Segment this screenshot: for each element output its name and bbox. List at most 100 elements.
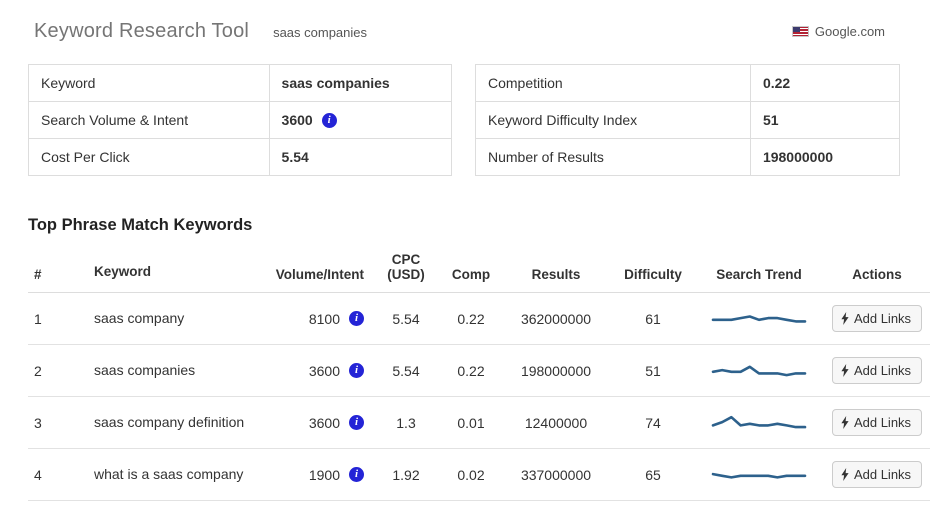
summary-label: Search Volume & Intent — [29, 102, 270, 138]
summary-tables: Keyword saas companies Search Volume & I… — [28, 64, 930, 176]
comp-cell: 0.22 — [457, 310, 485, 327]
table-row: 3 saas company definition 3600 i 1.3 0.0… — [28, 397, 930, 449]
add-links-button[interactable]: Add Links — [831, 409, 923, 436]
summary-row-keyword: Keyword saas companies — [29, 65, 451, 102]
keyword-research-page: Keyword Research Tool saas companies Goo… — [28, 20, 930, 501]
summary-table-right: Competition 0.22 Keyword Difficulty Inde… — [475, 64, 900, 176]
keywords-table-body: 1 saas company 8100 i 5.54 0.22 36200000… — [28, 293, 930, 501]
us-flag-icon — [791, 26, 809, 37]
summary-row-difficulty: Keyword Difficulty Index 51 — [476, 102, 899, 139]
volume-value: 3600 — [308, 362, 340, 379]
info-icon[interactable]: i — [349, 363, 364, 378]
current-query: saas companies — [273, 25, 368, 40]
cpc-cell: 5.54 — [392, 362, 420, 379]
summary-label: Keyword Difficulty Index — [476, 102, 751, 138]
difficulty-cell: 51 — [645, 362, 661, 379]
search-trend-sparkline — [709, 411, 809, 435]
table-row: 4 what is a saas company 1900 i 1.92 0.0… — [28, 449, 930, 501]
lightning-icon — [841, 416, 849, 429]
keyword-cell: what is a saas company — [94, 466, 244, 482]
results-cell: 198000000 — [520, 362, 592, 379]
keyword-cell: saas company — [94, 310, 185, 326]
actions-cell: Add Links — [824, 408, 930, 437]
titlebar: Keyword Research Tool saas companies Goo… — [28, 20, 930, 43]
col-header-difficulty: Difficulty — [624, 267, 682, 282]
info-icon[interactable]: i — [349, 467, 364, 482]
summary-label: Cost Per Click — [29, 139, 270, 175]
add-links-label: Add Links — [853, 363, 912, 378]
row-number: 3 — [34, 414, 42, 431]
table-row: 2 saas companies 3600 i 5.54 0.22 198000… — [28, 345, 930, 397]
keywords-table: # Keyword Volume/Intent CPC (USD) Comp R… — [28, 251, 930, 501]
search-trend-cell — [694, 306, 824, 332]
col-header-search-trend: Search Trend — [716, 267, 802, 282]
summary-value: 5.54 — [281, 149, 309, 165]
row-number: 2 — [34, 362, 42, 379]
cpc-cell: 1.3 — [396, 414, 416, 431]
info-icon[interactable]: i — [349, 415, 364, 430]
search-trend-cell — [694, 410, 824, 436]
difficulty-cell: 65 — [645, 466, 661, 483]
volume-cell: 3600 i — [270, 362, 370, 380]
summary-value: 0.22 — [762, 75, 791, 91]
col-header-results: Results — [531, 267, 581, 282]
add-links-label: Add Links — [853, 467, 912, 482]
results-cell: 362000000 — [520, 310, 592, 327]
summary-row-volume: Search Volume & Intent 3600 i — [29, 102, 451, 139]
keyword-cell: saas companies — [94, 362, 196, 378]
difficulty-cell: 61 — [645, 310, 661, 327]
add-links-button[interactable]: Add Links — [831, 461, 923, 488]
add-links-button[interactable]: Add Links — [831, 305, 923, 332]
results-cell: 12400000 — [524, 414, 588, 431]
col-header-cpc: CPC (USD) — [387, 252, 425, 282]
actions-cell: Add Links — [824, 460, 930, 489]
comp-cell: 0.01 — [457, 414, 485, 431]
col-header-comp: Comp — [451, 267, 491, 282]
volume-cell: 1900 i — [270, 466, 370, 484]
info-icon[interactable]: i — [349, 311, 364, 326]
difficulty-cell: 74 — [645, 414, 661, 431]
search-trend-sparkline — [709, 359, 809, 383]
volume-value: 8100 — [308, 310, 340, 327]
lightning-icon — [841, 468, 849, 481]
summary-value: 3600 i — [270, 102, 451, 138]
keyword-cell: saas company definition — [94, 414, 245, 430]
page-title: Keyword Research Tool — [34, 20, 250, 42]
add-links-button[interactable]: Add Links — [831, 357, 923, 384]
keywords-table-header: # Keyword Volume/Intent CPC (USD) Comp R… — [28, 251, 930, 293]
cpc-cell: 5.54 — [392, 310, 420, 327]
col-header-num: # — [34, 267, 42, 282]
actions-cell: Add Links — [824, 356, 930, 385]
search-trend-cell — [694, 358, 824, 384]
actions-cell: Add Links — [824, 304, 930, 333]
comp-cell: 0.02 — [457, 466, 485, 483]
volume-value: 3600 — [281, 112, 313, 128]
volume-value: 1900 — [308, 466, 340, 483]
volume-value: 3600 — [308, 414, 340, 431]
region-label: Google.com — [814, 24, 885, 39]
summary-row-competition: Competition 0.22 — [476, 65, 899, 102]
col-header-actions: Actions — [852, 267, 902, 282]
col-header-volume: Volume/Intent — [275, 267, 364, 282]
row-number: 4 — [34, 466, 42, 483]
summary-table-left: Keyword saas companies Search Volume & I… — [28, 64, 452, 176]
volume-cell: 3600 i — [270, 414, 370, 432]
lightning-icon — [841, 364, 849, 377]
cpc-cell: 1.92 — [392, 466, 420, 483]
add-links-label: Add Links — [853, 415, 912, 430]
table-row: 1 saas company 8100 i 5.54 0.22 36200000… — [28, 293, 930, 345]
comp-cell: 0.22 — [457, 362, 485, 379]
summary-label: Number of Results — [476, 139, 751, 175]
volume-cell: 8100 i — [270, 310, 370, 328]
results-cell: 337000000 — [520, 466, 592, 483]
summary-value: 51 — [762, 112, 779, 128]
summary-row-results: Number of Results 198000000 — [476, 139, 899, 175]
summary-row-cpc: Cost Per Click 5.54 — [29, 139, 451, 175]
summary-label: Keyword — [29, 65, 270, 101]
summary-value: saas companies — [281, 75, 390, 91]
row-number: 1 — [34, 310, 42, 327]
summary-label: Competition — [476, 65, 751, 101]
col-header-keyword: Keyword — [94, 263, 152, 279]
info-icon[interactable]: i — [321, 112, 337, 128]
search-trend-cell — [694, 462, 824, 488]
